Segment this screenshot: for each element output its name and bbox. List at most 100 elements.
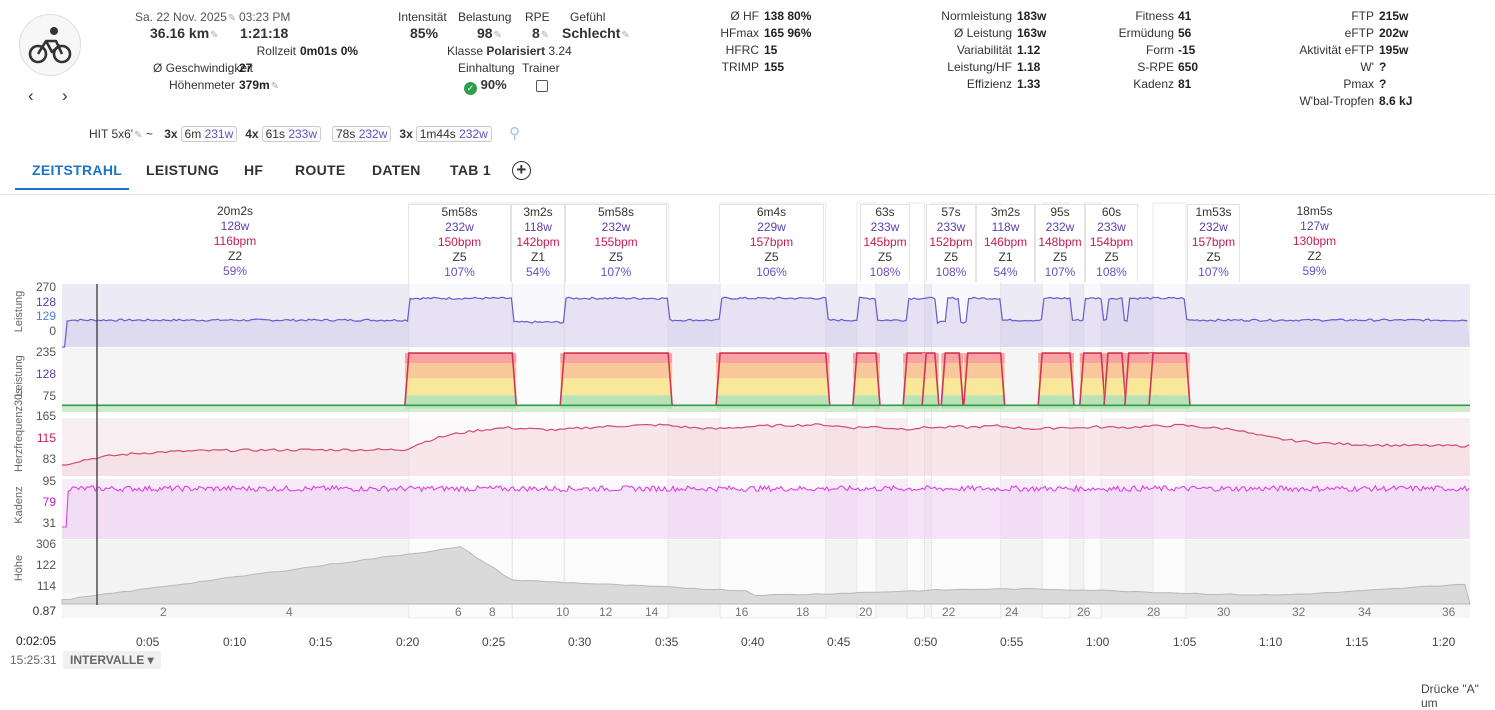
edit-icon[interactable]: ✎	[540, 30, 550, 41]
gefuehl-text: Schlecht	[562, 25, 621, 41]
speed-text: 27	[239, 61, 253, 75]
next-activity-icon[interactable]: ›	[62, 86, 68, 105]
chart-canvas[interactable]	[0, 195, 1495, 675]
interval-summary[interactable]: 5m58s 232w 150bpm Z5 107%	[408, 204, 511, 282]
workout-chip[interactable]: 3x 6m 231w	[164, 126, 238, 142]
elevation-value[interactable]: 379m✎	[239, 78, 279, 92]
hr-line	[62, 423, 1470, 466]
power-value: 1.18	[1017, 60, 1041, 74]
x-tick: 0:15	[309, 635, 333, 649]
y-tick: 31	[42, 516, 56, 530]
chip-time: 78s	[336, 127, 356, 141]
interval-p-text: 108%	[869, 265, 901, 279]
interval-d-text: 60s	[1101, 205, 1122, 219]
timeline-chart[interactable]: 20m2s 128w 116bpm Z2 59% 5m58s 232w 150bpm Z5 107…	[0, 194, 1495, 674]
cadence-line	[62, 484, 1470, 528]
date-text: Sa. 22 Nov. 2025	[135, 10, 227, 24]
power30-peak-line	[1037, 352, 1075, 406]
workout-row: HIT 5x6'✎ ~ 3x 6m 231w 4x 61s 233w 78s 232w 3…	[89, 124, 520, 142]
search-icon[interactable]: ⚲	[509, 125, 521, 142]
interval-d-text: 3m2s	[523, 205, 553, 219]
ftp-label: Aktivität eFTP	[1299, 43, 1374, 57]
interval-d-text: 95s	[1050, 205, 1070, 219]
x-tick: 0:40	[741, 635, 765, 649]
interval-p-text: 54%	[525, 265, 551, 279]
panel-title: Höhe	[13, 554, 25, 582]
power-zone-band	[716, 378, 830, 396]
x-tick: 0:35	[655, 635, 679, 649]
edit-icon[interactable]: ✎	[210, 30, 219, 41]
power-zone-band	[1079, 378, 1106, 396]
interval-summary[interactable]: 18m5s 127w 130bpm Z2 59%	[1240, 204, 1389, 282]
einhaltung-label: Einhaltung	[458, 61, 515, 75]
chip-watts: 231w	[204, 127, 234, 141]
tab-tab1[interactable]: TAB 1	[450, 162, 491, 178]
edit-icon[interactable]: ✎	[621, 30, 630, 41]
edit-icon[interactable]: ✎	[270, 81, 280, 92]
edit-icon[interactable]: ✎	[227, 13, 237, 24]
interval-p-text: 59%	[1302, 264, 1327, 278]
y-tick: 75	[42, 389, 56, 403]
add-tab-icon[interactable]: +	[512, 161, 531, 180]
belastung-value[interactable]: 98✎	[477, 25, 502, 41]
power-zone-band	[922, 353, 939, 364]
power-label: Effizienz	[966, 77, 1012, 91]
workout-chip[interactable]: 78s 232w	[329, 126, 392, 142]
interval-summary[interactable]: 60s 233w 154bpm Z5 108%	[1085, 204, 1138, 282]
interval-summary[interactable]: 63s 233w 145bpm Z5 108%	[860, 204, 910, 282]
einhaltung-value: ✓ 90%	[464, 77, 507, 95]
workout-chips: 3x 6m 231w 4x 61s 233w 78s 232w 3x 1m44s 232w	[156, 126, 492, 142]
workout-chip[interactable]: 4x 61s 233w	[245, 126, 321, 142]
interval-p-text: 107%	[1198, 265, 1229, 279]
power-zone-band	[1149, 353, 1190, 364]
interval-number: 34	[1358, 605, 1372, 619]
power-zone-band	[941, 363, 964, 379]
chevron-down-icon: ▾	[147, 653, 154, 667]
interval-summary[interactable]: 5m58s 232w 155bpm Z5 107%	[565, 204, 667, 282]
interval-summary[interactable]: 57s 233w 152bpm Z5 108%	[926, 204, 976, 282]
x-tick: 1:05	[1173, 635, 1197, 649]
power-zone-band	[963, 353, 1005, 364]
interval-summary[interactable]: 3m2s 118w 142bpm Z1 54%	[511, 204, 565, 282]
interval-summary[interactable]: 1m53s 232w 157bpm Z5 107%	[1187, 204, 1240, 282]
trainer-checkbox[interactable]	[536, 80, 548, 92]
interval-number: 24	[1005, 605, 1019, 619]
activity-date[interactable]: Sa. 22 Nov. 2025✎	[135, 10, 236, 24]
panel-title: Kadenz	[13, 486, 25, 524]
gefuehl-value[interactable]: Schlecht✎	[562, 25, 630, 41]
tab-daten[interactable]: DATEN	[372, 162, 421, 178]
interval-summary[interactable]: 95s 232w 148bpm Z5 107%	[1035, 204, 1085, 282]
interval-z-text: Z1	[530, 250, 545, 264]
belastung-label: Belastung	[458, 10, 512, 24]
tab-hf[interactable]: HF	[244, 162, 264, 178]
tab-zeitstrahl[interactable]: ZEITSTRAHL	[32, 162, 123, 178]
y-tick: 128	[35, 295, 56, 309]
edit-icon[interactable]: ✎	[134, 130, 143, 141]
power-zone-band	[1038, 363, 1074, 379]
ftp-label: Pmax	[1343, 77, 1374, 91]
power-label: Ø Leistung	[953, 26, 1012, 40]
interval-summary[interactable]: 3m2s 118w 146bpm Z1 54%	[976, 204, 1035, 282]
interval-p-text: 108%	[1096, 265, 1127, 279]
workout-name[interactable]: HIT 5x6'	[89, 127, 134, 141]
y-tick: 95	[42, 474, 56, 488]
interval-summary[interactable]: 20m2s 128w 116bpm Z2 59%	[62, 204, 408, 282]
distance[interactable]: 36.16 km✎	[150, 25, 219, 41]
power-zone-band	[922, 378, 939, 396]
edit-icon[interactable]: ✎	[493, 30, 502, 41]
power-value: 1.12	[1017, 43, 1041, 57]
interval-number: 32	[1292, 605, 1306, 619]
power30-peak-line	[1148, 352, 1191, 406]
rpe-value[interactable]: 8✎	[532, 25, 549, 41]
ftp-value: 195w	[1379, 43, 1409, 57]
power-zone-band	[1149, 363, 1190, 379]
power-zone-band	[1079, 353, 1106, 364]
interval-w-text: 127w	[1300, 219, 1329, 233]
power-zone-band	[903, 363, 929, 379]
previous-activity-icon[interactable]: ‹	[28, 86, 34, 105]
tab-route[interactable]: ROUTE	[295, 162, 346, 178]
tab-leistung[interactable]: LEISTUNG	[146, 162, 220, 178]
interval-summary[interactable]: 6m4s 229w 157bpm Z5 106%	[719, 204, 824, 282]
workout-chip[interactable]: 3x 1m44s 232w	[399, 126, 492, 142]
intervals-dropdown[interactable]: INTERVALLE ▾	[63, 651, 161, 669]
